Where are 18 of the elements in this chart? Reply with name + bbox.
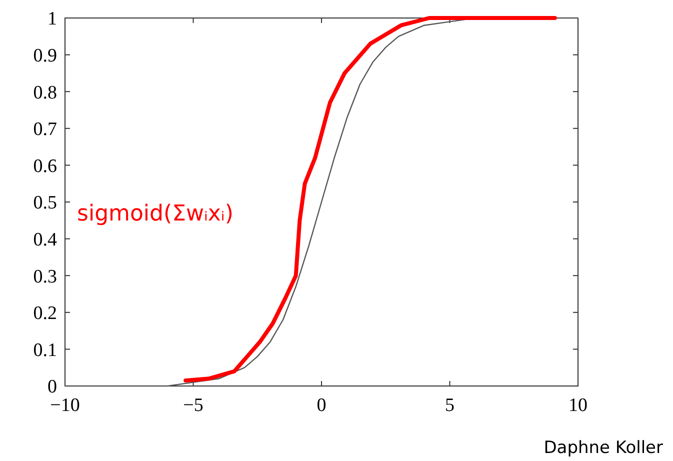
- y-tick-label: 1: [48, 8, 57, 30]
- y-tick-label: 0.5: [33, 192, 57, 214]
- y-tick-label: 0.3: [33, 266, 57, 288]
- x-tick-label: 0: [316, 395, 326, 416]
- y-tick-label: 0.9: [33, 45, 57, 66]
- y-tick-label: 0.4: [33, 229, 58, 250]
- x-tick-label: −10: [50, 395, 80, 416]
- y-tick-label: 0.7: [33, 119, 57, 140]
- y-tick-label: 0.2: [33, 303, 57, 324]
- x-tick-label: −5: [183, 395, 204, 416]
- y-tick-label: 0.8: [33, 82, 57, 104]
- x-tick-label: 10: [568, 395, 588, 416]
- y-tick-label: 0: [48, 376, 57, 398]
- annotation: sigmoid(Σwᵢxᵢ): [77, 201, 234, 226]
- x-tick-label: 5: [445, 395, 454, 416]
- text: Daphne Koller: [544, 438, 664, 458]
- y-tick-label: 0.6: [33, 156, 57, 177]
- y-tick-label: 0.1: [33, 340, 57, 361]
